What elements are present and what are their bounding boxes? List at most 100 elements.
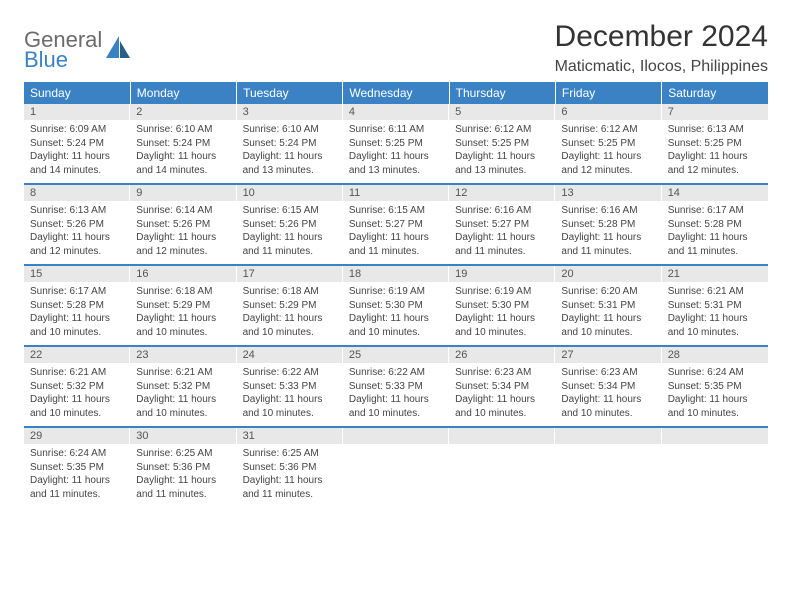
day-number: 25 xyxy=(343,347,449,363)
day-details: Sunrise: 6:12 AMSunset: 5:25 PMDaylight:… xyxy=(555,120,661,183)
calendar-week-row: 1Sunrise: 6:09 AMSunset: 5:24 PMDaylight… xyxy=(24,104,768,184)
day-number: 31 xyxy=(237,428,343,444)
page-header: General Blue December 2024 Maticmatic, I… xyxy=(24,20,768,76)
day-details: Sunrise: 6:22 AMSunset: 5:33 PMDaylight:… xyxy=(237,363,343,426)
calendar-day-cell: 6Sunrise: 6:12 AMSunset: 5:25 PMDaylight… xyxy=(555,104,661,184)
weekday-header: Thursday xyxy=(449,82,555,104)
calendar-day-cell: 1Sunrise: 6:09 AMSunset: 5:24 PMDaylight… xyxy=(24,104,130,184)
day-details xyxy=(662,444,768,506)
day-details: Sunrise: 6:24 AMSunset: 5:35 PMDaylight:… xyxy=(24,444,130,507)
logo-text-block: General Blue xyxy=(24,30,102,70)
calendar-day-cell: 3Sunrise: 6:10 AMSunset: 5:24 PMDaylight… xyxy=(237,104,343,184)
weekday-header-row: SundayMondayTuesdayWednesdayThursdayFrid… xyxy=(24,82,768,104)
day-number: 21 xyxy=(662,266,768,282)
calendar-day-cell: 8Sunrise: 6:13 AMSunset: 5:26 PMDaylight… xyxy=(24,184,130,265)
day-number: 30 xyxy=(130,428,236,444)
day-number: 2 xyxy=(130,104,236,120)
day-details: Sunrise: 6:17 AMSunset: 5:28 PMDaylight:… xyxy=(24,282,130,345)
calendar-day-cell xyxy=(555,427,661,507)
day-number xyxy=(343,428,449,444)
day-details: Sunrise: 6:19 AMSunset: 5:30 PMDaylight:… xyxy=(449,282,555,345)
day-number: 18 xyxy=(343,266,449,282)
day-number: 22 xyxy=(24,347,130,363)
calendar-body: 1Sunrise: 6:09 AMSunset: 5:24 PMDaylight… xyxy=(24,104,768,507)
calendar-day-cell: 30Sunrise: 6:25 AMSunset: 5:36 PMDayligh… xyxy=(130,427,236,507)
calendar-day-cell: 28Sunrise: 6:24 AMSunset: 5:35 PMDayligh… xyxy=(662,346,768,427)
day-details: Sunrise: 6:10 AMSunset: 5:24 PMDaylight:… xyxy=(237,120,343,183)
day-details xyxy=(449,444,555,506)
day-number: 13 xyxy=(555,185,661,201)
calendar-day-cell xyxy=(343,427,449,507)
calendar-day-cell: 27Sunrise: 6:23 AMSunset: 5:34 PMDayligh… xyxy=(555,346,661,427)
day-number xyxy=(555,428,661,444)
weekday-header: Wednesday xyxy=(343,82,449,104)
calendar-week-row: 22Sunrise: 6:21 AMSunset: 5:32 PMDayligh… xyxy=(24,346,768,427)
day-number: 17 xyxy=(237,266,343,282)
day-number: 23 xyxy=(130,347,236,363)
day-number: 15 xyxy=(24,266,130,282)
calendar-day-cell: 9Sunrise: 6:14 AMSunset: 5:26 PMDaylight… xyxy=(130,184,236,265)
calendar-day-cell: 19Sunrise: 6:19 AMSunset: 5:30 PMDayligh… xyxy=(449,265,555,346)
calendar-day-cell xyxy=(449,427,555,507)
calendar-day-cell: 10Sunrise: 6:15 AMSunset: 5:26 PMDayligh… xyxy=(237,184,343,265)
day-number: 26 xyxy=(449,347,555,363)
day-details: Sunrise: 6:15 AMSunset: 5:26 PMDaylight:… xyxy=(237,201,343,264)
calendar-day-cell: 26Sunrise: 6:23 AMSunset: 5:34 PMDayligh… xyxy=(449,346,555,427)
day-number: 8 xyxy=(24,185,130,201)
logo-line2: Blue xyxy=(24,50,102,70)
day-details: Sunrise: 6:23 AMSunset: 5:34 PMDaylight:… xyxy=(555,363,661,426)
day-details xyxy=(555,444,661,506)
day-number: 12 xyxy=(449,185,555,201)
day-number xyxy=(449,428,555,444)
day-number: 9 xyxy=(130,185,236,201)
sail-icon xyxy=(106,36,132,63)
day-details: Sunrise: 6:16 AMSunset: 5:28 PMDaylight:… xyxy=(555,201,661,264)
day-details: Sunrise: 6:17 AMSunset: 5:28 PMDaylight:… xyxy=(662,201,768,264)
day-details: Sunrise: 6:21 AMSunset: 5:31 PMDaylight:… xyxy=(662,282,768,345)
calendar-table: SundayMondayTuesdayWednesdayThursdayFrid… xyxy=(24,82,768,507)
location-text: Maticmatic, Ilocos, Philippines xyxy=(555,58,768,76)
day-number: 5 xyxy=(449,104,555,120)
day-details: Sunrise: 6:12 AMSunset: 5:25 PMDaylight:… xyxy=(449,120,555,183)
calendar-day-cell: 31Sunrise: 6:25 AMSunset: 5:36 PMDayligh… xyxy=(237,427,343,507)
calendar-day-cell: 24Sunrise: 6:22 AMSunset: 5:33 PMDayligh… xyxy=(237,346,343,427)
calendar-day-cell: 12Sunrise: 6:16 AMSunset: 5:27 PMDayligh… xyxy=(449,184,555,265)
day-number: 6 xyxy=(555,104,661,120)
calendar-day-cell: 13Sunrise: 6:16 AMSunset: 5:28 PMDayligh… xyxy=(555,184,661,265)
calendar-day-cell: 4Sunrise: 6:11 AMSunset: 5:25 PMDaylight… xyxy=(343,104,449,184)
day-details: Sunrise: 6:14 AMSunset: 5:26 PMDaylight:… xyxy=(130,201,236,264)
calendar-day-cell: 14Sunrise: 6:17 AMSunset: 5:28 PMDayligh… xyxy=(662,184,768,265)
day-number: 29 xyxy=(24,428,130,444)
day-number: 11 xyxy=(343,185,449,201)
day-number: 10 xyxy=(237,185,343,201)
day-number: 14 xyxy=(662,185,768,201)
calendar-week-row: 29Sunrise: 6:24 AMSunset: 5:35 PMDayligh… xyxy=(24,427,768,507)
day-details: Sunrise: 6:25 AMSunset: 5:36 PMDaylight:… xyxy=(237,444,343,507)
calendar-day-cell: 29Sunrise: 6:24 AMSunset: 5:35 PMDayligh… xyxy=(24,427,130,507)
day-details: Sunrise: 6:21 AMSunset: 5:32 PMDaylight:… xyxy=(130,363,236,426)
weekday-header: Friday xyxy=(555,82,661,104)
title-block: December 2024 Maticmatic, Ilocos, Philip… xyxy=(555,20,768,76)
weekday-header: Saturday xyxy=(662,82,768,104)
calendar-day-cell: 15Sunrise: 6:17 AMSunset: 5:28 PMDayligh… xyxy=(24,265,130,346)
day-details: Sunrise: 6:23 AMSunset: 5:34 PMDaylight:… xyxy=(449,363,555,426)
day-number: 16 xyxy=(130,266,236,282)
day-details: Sunrise: 6:15 AMSunset: 5:27 PMDaylight:… xyxy=(343,201,449,264)
calendar-day-cell: 16Sunrise: 6:18 AMSunset: 5:29 PMDayligh… xyxy=(130,265,236,346)
calendar-day-cell: 25Sunrise: 6:22 AMSunset: 5:33 PMDayligh… xyxy=(343,346,449,427)
day-details: Sunrise: 6:19 AMSunset: 5:30 PMDaylight:… xyxy=(343,282,449,345)
day-number xyxy=(662,428,768,444)
day-details: Sunrise: 6:18 AMSunset: 5:29 PMDaylight:… xyxy=(130,282,236,345)
day-details: Sunrise: 6:16 AMSunset: 5:27 PMDaylight:… xyxy=(449,201,555,264)
calendar-day-cell: 11Sunrise: 6:15 AMSunset: 5:27 PMDayligh… xyxy=(343,184,449,265)
day-details: Sunrise: 6:13 AMSunset: 5:25 PMDaylight:… xyxy=(662,120,768,183)
day-details: Sunrise: 6:24 AMSunset: 5:35 PMDaylight:… xyxy=(662,363,768,426)
day-number: 24 xyxy=(237,347,343,363)
day-number: 27 xyxy=(555,347,661,363)
day-number: 20 xyxy=(555,266,661,282)
weekday-header: Monday xyxy=(130,82,236,104)
calendar-day-cell: 5Sunrise: 6:12 AMSunset: 5:25 PMDaylight… xyxy=(449,104,555,184)
calendar-day-cell: 22Sunrise: 6:21 AMSunset: 5:32 PMDayligh… xyxy=(24,346,130,427)
weekday-header: Sunday xyxy=(24,82,130,104)
calendar-day-cell: 20Sunrise: 6:20 AMSunset: 5:31 PMDayligh… xyxy=(555,265,661,346)
